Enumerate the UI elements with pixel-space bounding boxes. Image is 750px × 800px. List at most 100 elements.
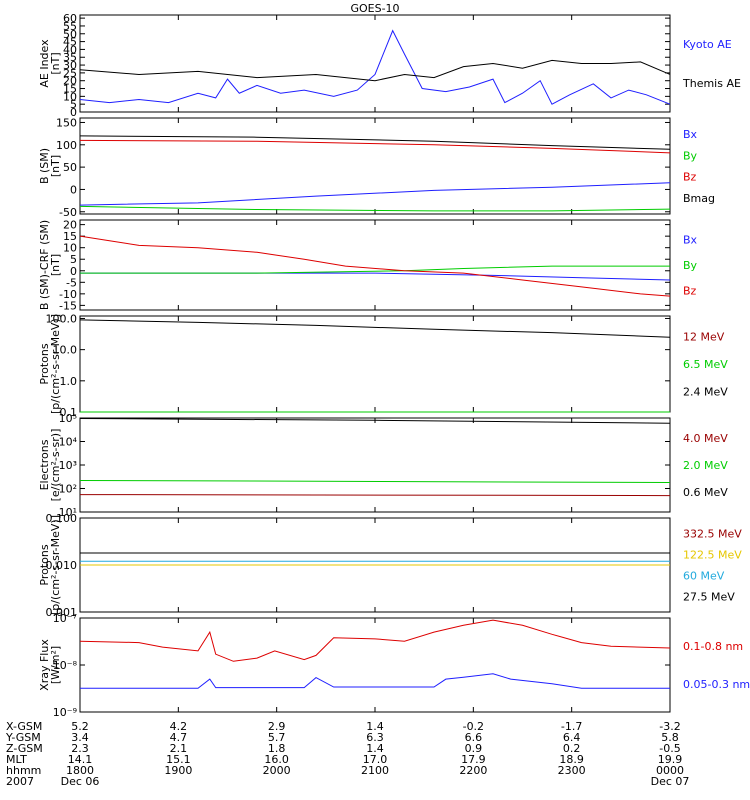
y-tick-label: 0.001	[46, 606, 78, 619]
footer-row-label: Z-GSM	[6, 742, 43, 755]
footer-value: 1.4	[366, 742, 384, 755]
footer-value: 5.2	[71, 720, 89, 733]
footer-value: 19.9	[658, 753, 683, 766]
footer-value: 15.1	[166, 753, 191, 766]
footer-value: -3.2	[659, 720, 680, 733]
series-2-0-mev	[79, 479, 671, 484]
panel-bsm: -50 0 50 100 150 B (SM)[nT] Bx By Bz Bmag	[38, 116, 715, 218]
y-tick-label: 10¹	[59, 506, 77, 519]
y-tick-label: 10⁻⁹	[53, 706, 77, 719]
footer-value: 2.1	[170, 742, 188, 755]
footer-value: 2200	[459, 764, 487, 777]
legend-entry: 4.0 MeV	[683, 432, 728, 445]
y-tick-label: 0	[70, 106, 77, 119]
y-axis-label: AE Index[nT]	[38, 39, 62, 88]
y-tick-label: -10	[59, 288, 77, 301]
y-axis-label-line: Protons	[38, 544, 51, 585]
series-themis-ae	[79, 59, 671, 82]
y-axis-label-line: [p/(cm²-s-sr-MeV)]	[49, 515, 62, 615]
legend-entry: Bmag	[683, 192, 715, 205]
y-tick-label: 10⁻⁷	[53, 612, 77, 625]
series-2-4-mev	[79, 319, 671, 338]
footer-value: 18.9	[559, 753, 584, 766]
legend-entry: Bx	[683, 233, 698, 246]
panel-xray: 10⁻⁹ 10⁻⁸ 10⁻⁷ Xray Flux[W/m²] 0.1-0.8 nm 0.0…	[38, 612, 750, 719]
footer-row-label: Y-GSM	[5, 731, 41, 744]
y-tick-label: 50	[63, 161, 77, 174]
footer-value: 17.9	[461, 753, 486, 766]
footer-value: 1800	[66, 764, 94, 777]
y-tick-label: 10	[63, 90, 77, 103]
y-tick-label: 10	[63, 242, 77, 255]
y-tick-label: 5	[70, 253, 77, 266]
y-axis-label: B (SM)-CRF (SM)[nT]	[38, 220, 62, 310]
y-tick-label: 15	[63, 230, 77, 243]
y-tick-label: 10⁵	[59, 412, 77, 425]
legend-entry: 6.5 MeV	[683, 358, 728, 371]
footer-value: 2100	[361, 764, 389, 777]
footer-row-label: X-GSM	[6, 720, 42, 733]
y-axis-label: B (SM)[nT]	[38, 148, 62, 184]
y-axis-label: Xray Flux[W/m²]	[38, 639, 62, 691]
y-tick-label: 0	[70, 183, 77, 196]
y-tick-label: 0.010	[46, 559, 78, 572]
legend-entry: Themis AE	[682, 77, 741, 90]
series-kyoto-ae	[79, 29, 671, 105]
series-4-0-mev	[79, 494, 671, 497]
footer-value: 2300	[558, 764, 586, 777]
y-axis-label-line: [p/(cm²-s-sr-MeV)]	[49, 314, 62, 414]
y-axis-label-line: Electrons	[38, 439, 51, 490]
footer-value: Dec 06	[61, 775, 100, 788]
y-tick-label: 15	[63, 83, 77, 96]
footer-value: 14.1	[68, 753, 93, 766]
y-tick-label: 10⁴	[59, 436, 78, 449]
y-tick-label: 1.0	[60, 375, 78, 388]
y-tick-label: 10³	[59, 459, 77, 472]
panel-frame	[79, 117, 671, 215]
footer-value: -0.5	[659, 742, 680, 755]
series-bx	[79, 182, 671, 206]
series-0-05-0-3-nm	[80, 673, 670, 689]
y-axis-label-line: [W/m²]	[49, 646, 62, 684]
legend-entry: 27.5 MeV	[683, 590, 735, 603]
y-tick-label: 100	[56, 139, 77, 152]
legend-entry: By	[683, 149, 698, 162]
footer-value: -0.2	[463, 720, 484, 733]
series-by	[80, 265, 670, 274]
footer-row-label: hhmm	[6, 764, 41, 777]
y-axis-label-line: AE Index	[38, 39, 51, 88]
legend-entry: Bz	[683, 171, 697, 184]
footer-value: Dec 07	[651, 775, 690, 788]
panel-electrons: 10¹ 10² 10³ 10⁴ 10⁵ Electrons[e/(cm²-s-sr)] 4.…	[38, 412, 728, 519]
y-axis-label-line: B (SM)-CRF (SM)	[38, 220, 51, 310]
footer-value: 4.7	[170, 731, 188, 744]
footer-value: 1900	[164, 764, 192, 777]
legend-entry: Bx	[683, 128, 698, 141]
footer-row-label: MLT	[6, 753, 27, 766]
footer-value: 6.3	[366, 731, 384, 744]
y-tick-label: -5	[66, 276, 77, 289]
y-axis-label-line: [nT]	[49, 254, 62, 276]
y-axis-label-line: [nT]	[49, 52, 62, 74]
y-axis-label-line: [nT]	[49, 155, 62, 177]
series-bz	[79, 139, 671, 154]
y-tick-label: 5	[70, 98, 77, 111]
series-bmag	[79, 135, 671, 150]
y-tick-label: -15	[59, 299, 77, 312]
footer-value: 5.8	[661, 731, 679, 744]
y-tick-label: 25	[63, 67, 77, 80]
footer-value: 17.0	[363, 753, 388, 766]
y-tick-label: 0.1	[60, 406, 78, 419]
footer-value: 0.2	[563, 742, 581, 755]
legend-entry: 122.5 MeV	[683, 549, 742, 562]
y-axis-label-line: Protons	[38, 343, 51, 384]
y-tick-label: 0.100	[46, 512, 78, 525]
legend-entry: 0.05-0.3 nm	[683, 678, 750, 691]
y-tick-label: 45	[63, 36, 77, 49]
y-axis-label: Protons[p/(cm²-s-sr-MeV)]	[38, 314, 62, 414]
footer-value: 16.0	[264, 753, 289, 766]
footer-value: 1.8	[268, 742, 286, 755]
panel-frame	[79, 617, 671, 713]
